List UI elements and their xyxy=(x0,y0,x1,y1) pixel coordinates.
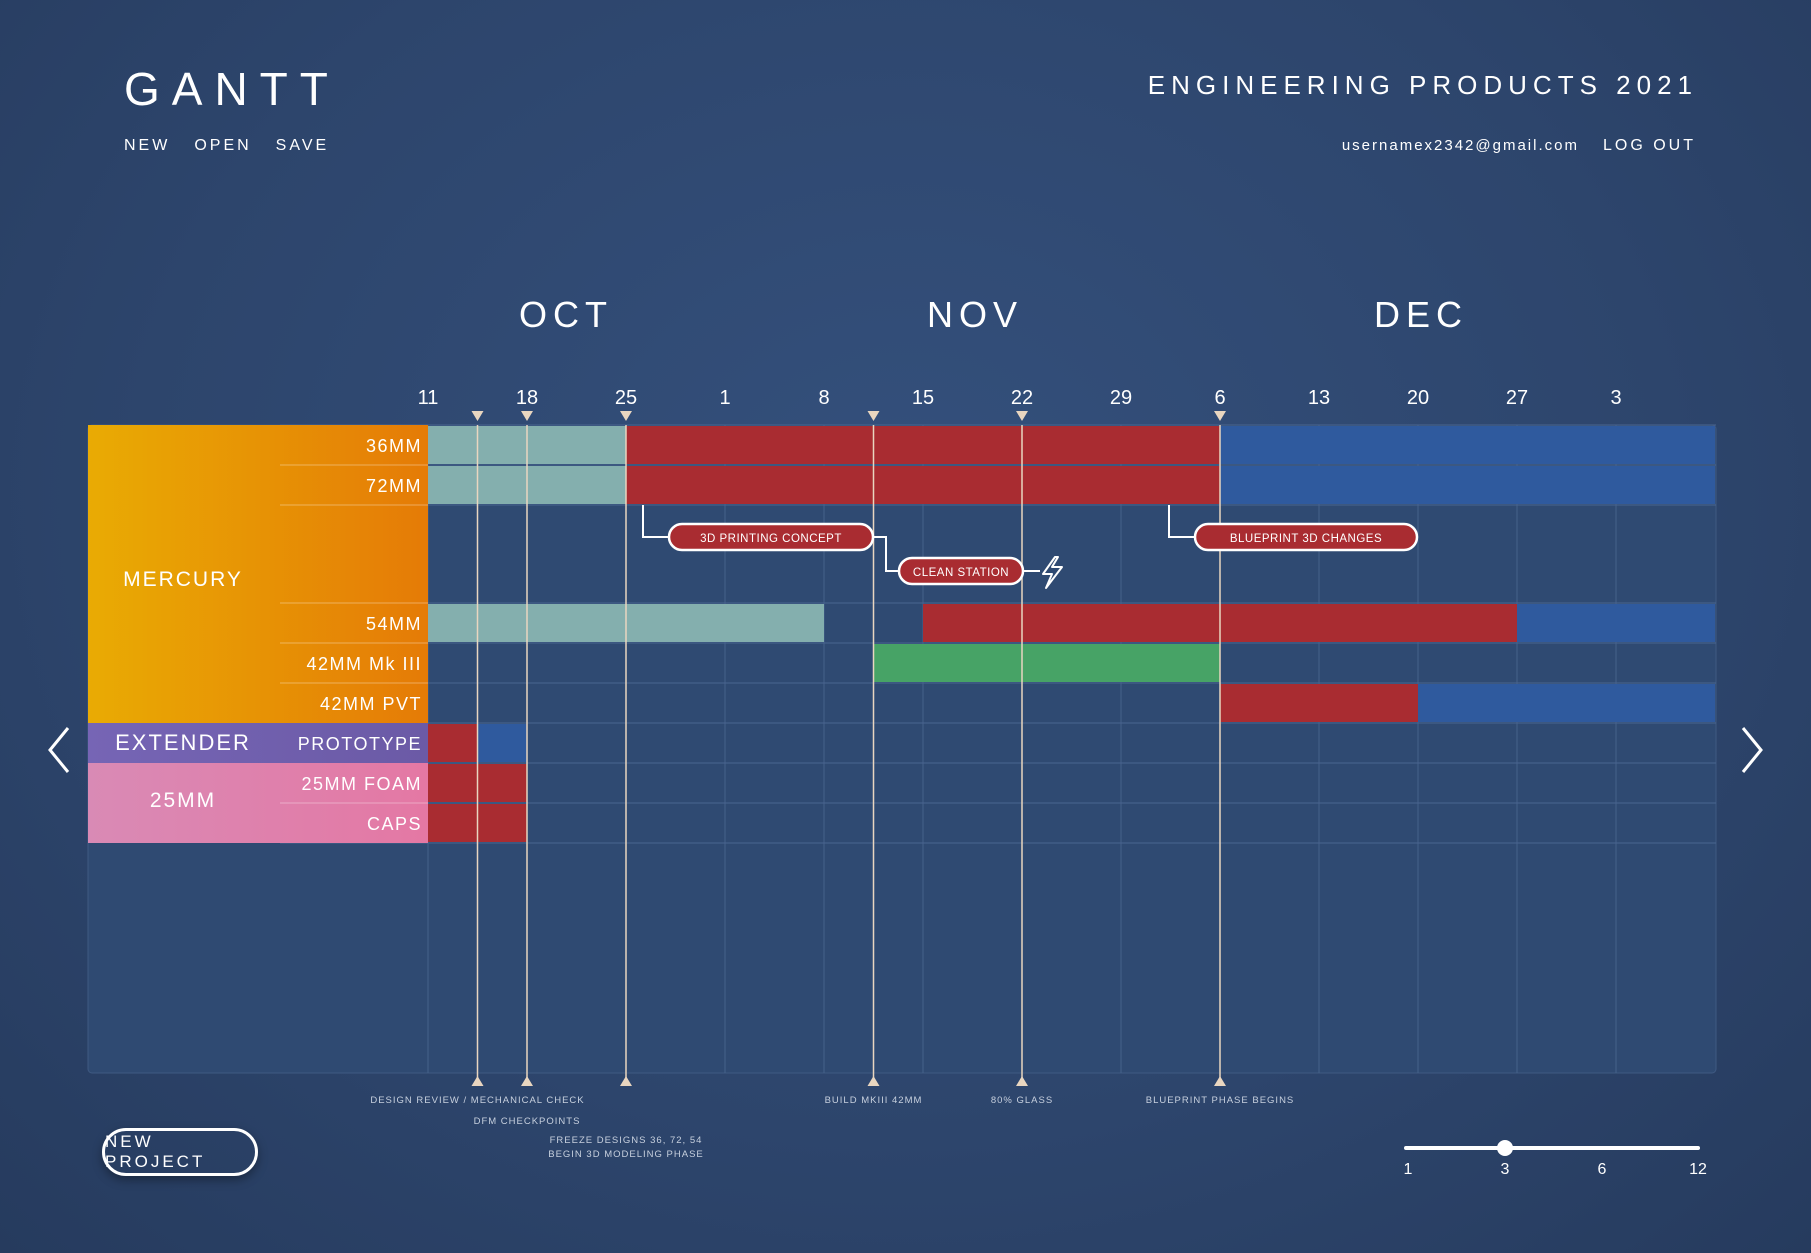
zoom-label: 6 xyxy=(1597,1161,1607,1178)
milestone-label: 80% GLASS xyxy=(991,1095,1053,1106)
milestone-marker-bottom xyxy=(620,1076,632,1086)
app-title: GANTT xyxy=(124,63,340,115)
milestone-marker-top xyxy=(1016,411,1028,421)
row-label: CAPS xyxy=(367,814,422,834)
milestone-marker-top xyxy=(620,411,632,421)
row-label: 25MM FOAM xyxy=(301,774,422,794)
menu-new[interactable]: NEW xyxy=(124,137,171,154)
zoom-slider-track xyxy=(1404,1146,1700,1150)
milestone-label: BLUEPRINT PHASE BEGINS xyxy=(1146,1095,1295,1106)
project-title: ENGINEERING PRODUCTS 2021 xyxy=(1147,70,1698,100)
task-bar xyxy=(428,724,478,762)
month-label: DEC xyxy=(1374,294,1468,335)
milestone-marker-bottom xyxy=(1016,1076,1028,1086)
row-label: 54MM xyxy=(366,614,422,634)
callout-blueprint-leader xyxy=(1168,505,1195,538)
callout-3d-printing-leader xyxy=(642,505,669,538)
group-name-25mm: 25MM xyxy=(150,789,216,812)
zoom-slider-knob[interactable] xyxy=(1497,1140,1513,1156)
task-bar xyxy=(477,724,527,762)
file-menu: NEW OPEN SAVE xyxy=(124,137,329,155)
milestone-label: DFM CHECKPOINTS xyxy=(474,1116,581,1127)
week-label: 20 xyxy=(1407,387,1429,409)
week-label: 29 xyxy=(1110,387,1132,409)
task-bar xyxy=(1220,684,1418,722)
milestone-label: FREEZE DESIGNS 36, 72, 54 xyxy=(550,1135,703,1146)
milestone-marker-bottom xyxy=(471,1076,484,1086)
callout-blueprint-label: BLUEPRINT 3D CHANGES xyxy=(1230,533,1382,545)
next-arrow-icon[interactable] xyxy=(1731,718,1771,782)
task-bar xyxy=(1517,604,1715,642)
milestone-label: DESIGN REVIEW / MECHANICAL CHECK xyxy=(370,1095,584,1106)
row-label: 42MM PVT xyxy=(320,694,422,714)
week-label: 6 xyxy=(1214,387,1225,409)
week-label: 3 xyxy=(1610,387,1621,409)
task-bar xyxy=(1220,426,1715,464)
user-email: usernamex2342@gmail.com xyxy=(1341,137,1579,154)
month-label: OCT xyxy=(519,294,613,335)
callout-blueprint-box xyxy=(1193,522,1419,552)
row-label: 42MM Mk III xyxy=(306,654,422,674)
callout-3d-printing-label: 3D PRINTING CONCEPT xyxy=(700,533,842,545)
week-label: 22 xyxy=(1011,387,1033,409)
task-bar xyxy=(873,644,1220,682)
week-label: 1 xyxy=(719,387,730,409)
task-bar xyxy=(1220,466,1715,504)
milestone-marker-top xyxy=(1214,411,1226,421)
milestone-marker-bottom xyxy=(867,1076,880,1086)
week-label: 18 xyxy=(516,387,538,409)
milestone-marker-top xyxy=(471,411,484,421)
row-label: PROTOTYPE xyxy=(298,734,422,754)
callout-clean-station-leader xyxy=(873,536,899,572)
week-label: 27 xyxy=(1506,387,1528,409)
milestone-marker-top xyxy=(521,411,533,421)
group-name-extender: EXTENDER xyxy=(115,730,251,755)
zoom-slider[interactable] xyxy=(1404,1140,1700,1156)
milestone-marker-bottom xyxy=(1214,1076,1226,1086)
group-mercury-panel xyxy=(88,425,428,723)
milestone-marker-top xyxy=(867,411,880,421)
group-25mm-panel xyxy=(88,763,428,843)
week-label: 11 xyxy=(418,387,439,409)
milestone-label: BUILD MKIII 42MM xyxy=(825,1095,923,1106)
milestone-label: BEGIN 3D MODELING PHASE xyxy=(548,1149,704,1160)
menu-save[interactable]: SAVE xyxy=(275,137,330,154)
lightning-icon xyxy=(1042,556,1063,589)
logout-link[interactable]: LOG OUT xyxy=(1602,137,1696,154)
month-label: NOV xyxy=(927,294,1023,335)
week-label: 13 xyxy=(1308,387,1330,409)
menu-open[interactable]: OPEN xyxy=(194,137,252,154)
group-extender-panel xyxy=(88,723,428,763)
zoom-label: 12 xyxy=(1689,1161,1707,1178)
week-label: 25 xyxy=(615,387,637,409)
zoom-label: 1 xyxy=(1403,1161,1413,1178)
week-label: 15 xyxy=(912,387,934,409)
task-bar xyxy=(626,426,1220,464)
row-label: 36MM xyxy=(366,436,422,456)
callout-clean-station-label: CLEAN STATION xyxy=(913,567,1009,579)
row-label: 72MM xyxy=(366,476,422,496)
group-name-mercury: MERCURY xyxy=(123,568,243,591)
milestone-marker-bottom xyxy=(521,1076,533,1086)
task-bar xyxy=(626,466,1220,504)
task-bar xyxy=(1418,684,1715,722)
user-area: usernamex2342@gmail.com LOG OUT xyxy=(1342,137,1696,155)
zoom-label: 3 xyxy=(1500,1161,1510,1178)
week-label: 8 xyxy=(818,387,829,409)
new-project-button[interactable]: NEW PROJECT xyxy=(102,1128,258,1176)
prev-arrow-icon[interactable] xyxy=(40,718,80,782)
